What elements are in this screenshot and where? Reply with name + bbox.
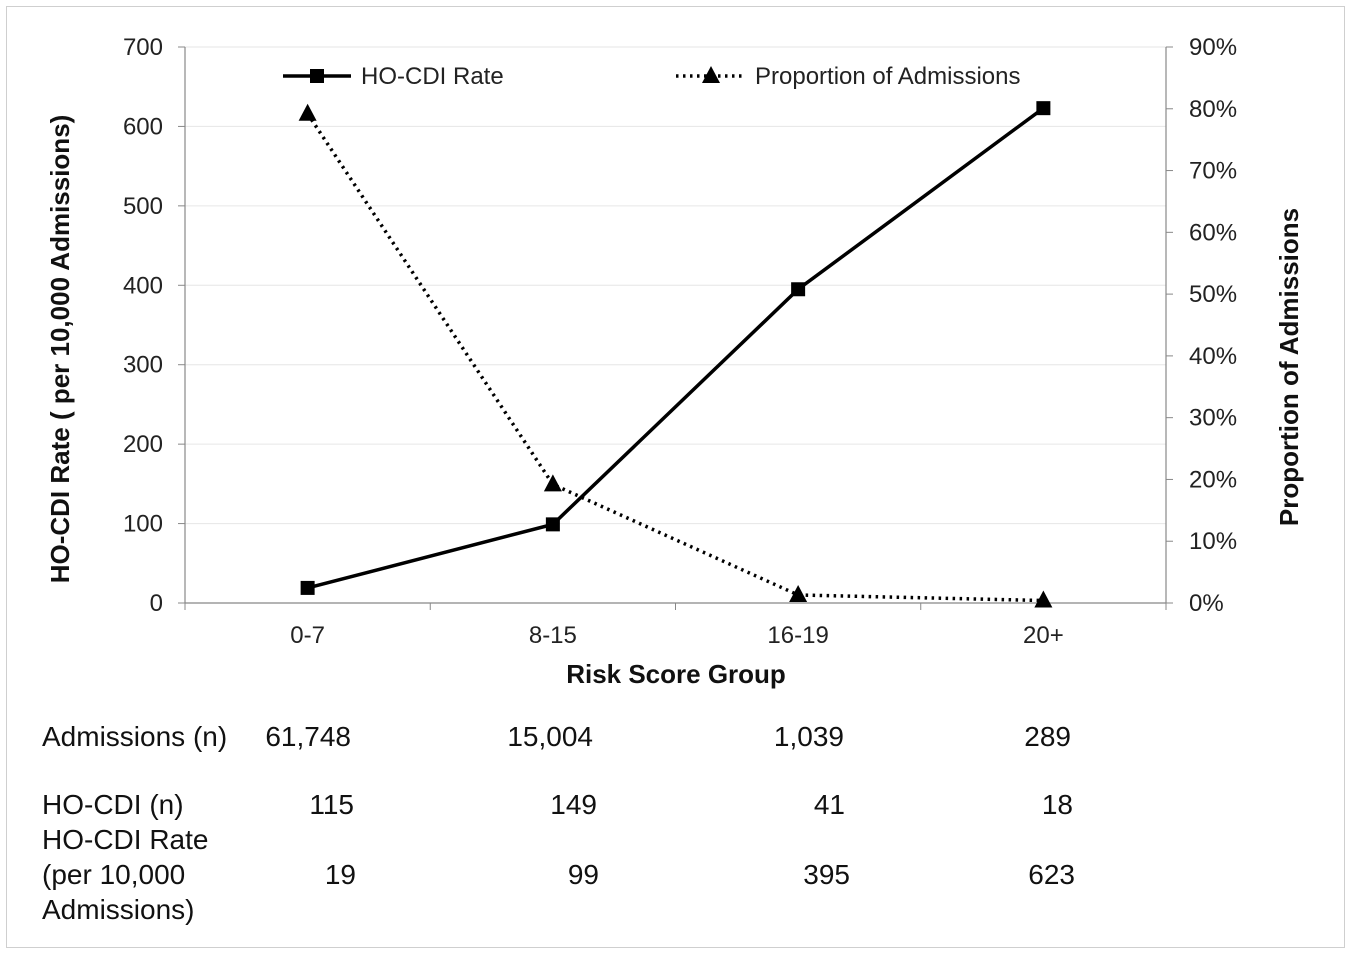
- left-y-tick-label: 0: [150, 590, 163, 617]
- axes: [178, 46, 1173, 610]
- left-y-tick-label: 400: [123, 272, 163, 299]
- figure-frame: [6, 6, 1345, 948]
- right-y-tick-label: 40%: [1189, 343, 1237, 370]
- row-label-admissions: Admissions (n): [42, 721, 228, 752]
- cell-hocdi-20plus: 18: [1041, 789, 1073, 820]
- legend: HO-CDI Rate Proportion of Admissions: [283, 63, 1020, 90]
- chart: 0 100 200 300 400 500 600 700 0% 10% 20% 30% 40% 50%…: [45, 34, 1304, 689]
- cell-rate-0-7: 19: [324, 859, 356, 890]
- rate-marker-3: [1036, 101, 1051, 116]
- cell-rate-8-15: 99: [567, 859, 599, 890]
- rate-marker-0: [300, 580, 315, 595]
- right-y-tick-label: 50%: [1189, 281, 1237, 308]
- cell-hocdi-16-19: 41: [813, 789, 845, 820]
- proportion-marker-3: [1034, 590, 1053, 608]
- row-label-rate-line1: HO-CDI Rate: [42, 824, 209, 855]
- x-axis-title: Risk Score Group: [566, 659, 786, 689]
- left-y-tick-labels: 0 100 200 300 400 500 600 700: [123, 34, 163, 617]
- right-y-tick-label: 30%: [1189, 405, 1237, 432]
- cell-rate-16-19: 395: [803, 859, 850, 890]
- gridlines: [185, 46, 1166, 525]
- proportion-marker-0: [298, 103, 317, 121]
- x-tick-label: 0-7: [290, 622, 325, 649]
- proportion-line: [306, 112, 1044, 603]
- cell-admissions-8-15: 15,004: [507, 721, 593, 752]
- right-y-tick-label: 20%: [1189, 466, 1237, 493]
- row-label-rate-line2: (per 10,000: [42, 859, 186, 890]
- cell-admissions-0-7: 61,748: [265, 721, 351, 752]
- proportion-marker-1: [543, 474, 562, 492]
- right-y-tick-label: 60%: [1189, 219, 1237, 246]
- cell-admissions-16-19: 1,039: [773, 721, 844, 752]
- cell-rate-20plus: 623: [1028, 859, 1075, 890]
- left-y-tick-label: 600: [123, 113, 163, 140]
- legend-proportion-label: Proportion of Admissions: [755, 63, 1020, 90]
- series-lines: [306, 106, 1045, 603]
- right-y-tick-label: 80%: [1189, 96, 1237, 123]
- x-tick-label: 8-15: [529, 622, 577, 649]
- rate-marker-1: [545, 517, 560, 532]
- x-tick-label: 16-19: [767, 622, 828, 649]
- legend-rate-marker: [310, 69, 324, 83]
- right-y-tick-label: 0%: [1189, 590, 1224, 617]
- right-y-tick-label: 90%: [1189, 34, 1237, 61]
- cell-hocdi-8-15: 149: [550, 789, 597, 820]
- left-y-tick-label: 700: [123, 34, 163, 61]
- row-label-hocdi-n: HO-CDI (n): [42, 789, 184, 820]
- right-y-axis-title: Proportion of Admissions: [1274, 208, 1304, 526]
- legend-rate-label: HO-CDI Rate: [361, 63, 504, 90]
- left-y-tick-label: 100: [123, 511, 163, 538]
- x-tick-label: 20+: [1023, 622, 1064, 649]
- right-y-tick-labels: 0% 10% 20% 30% 40% 50% 60% 70% 80% 90%: [1189, 34, 1237, 617]
- row-label-rate-line3: Admissions): [42, 894, 195, 925]
- right-y-tick-label: 70%: [1189, 158, 1237, 185]
- rate-line: [307, 106, 1045, 590]
- legend-proportion-marker: [702, 66, 720, 83]
- left-y-tick-label: 500: [123, 193, 163, 220]
- series-markers: [298, 101, 1053, 608]
- cell-hocdi-0-7: 115: [309, 789, 354, 820]
- right-y-tick-label: 10%: [1189, 528, 1237, 555]
- cell-admissions-20plus: 289: [1024, 721, 1071, 752]
- left-y-tick-label: 300: [123, 352, 163, 379]
- x-tick-labels: 0-7 8-15 16-19 20+: [290, 622, 1063, 649]
- rate-marker-2: [791, 282, 806, 297]
- left-y-axis-title: HO-CDI Rate ( per 10,000 Admissions): [45, 115, 75, 584]
- proportion-marker-2: [789, 584, 808, 602]
- left-y-tick-label: 200: [123, 431, 163, 458]
